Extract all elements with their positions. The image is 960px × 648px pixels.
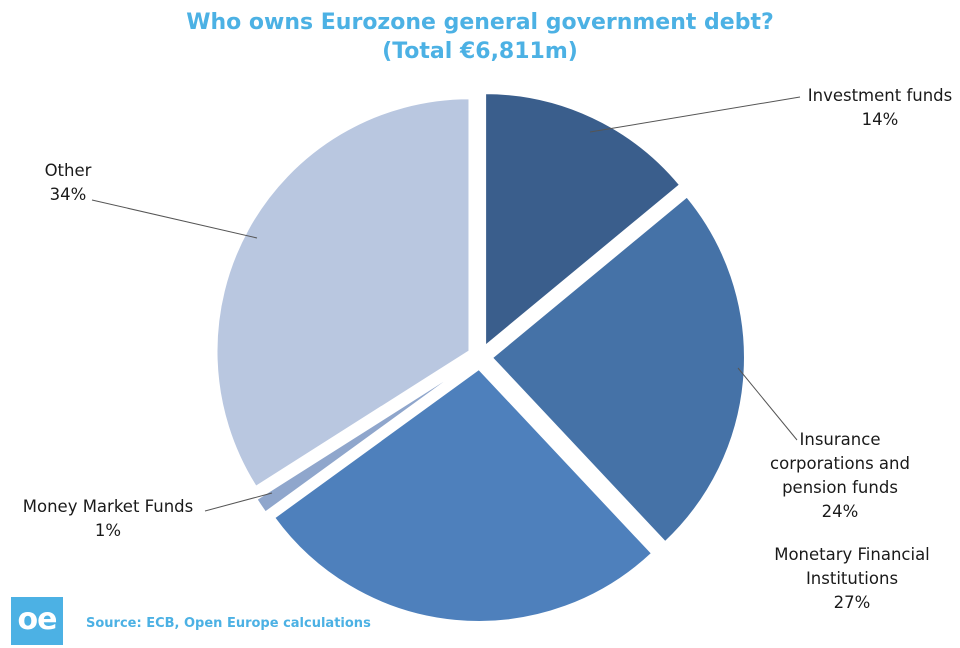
slice-label-insurance-corporations-and-pension-funds: Insurance corporations and pension funds 24… — [770, 430, 910, 521]
slice-label-investment-funds: Investment funds 14% — [808, 86, 953, 129]
pie-slice-money-market-funds — [255, 362, 471, 514]
chart-title-block: Who owns Eurozone general government deb… — [0, 8, 960, 66]
slice-name-line: Other — [45, 161, 92, 180]
leader-line-money-market-funds — [204, 492, 273, 512]
chart-subtitle: (Total €6,811m) — [382, 39, 578, 64]
pie-slice-monetary-financial-institutions — [272, 367, 654, 623]
pie-slice-insurance-corporations-and-pension-funds — [490, 195, 746, 544]
leader-line-insurance-corporations-and-pension-funds — [737, 367, 798, 441]
leader-line-investment-funds — [589, 96, 801, 133]
slice-value-label: 24% — [822, 502, 859, 521]
pie-slice-other — [215, 97, 471, 489]
slice-name-line: Insurance — [800, 430, 881, 449]
slice-name-line: corporations and — [770, 454, 910, 473]
slice-value-label: 34% — [50, 185, 87, 204]
slice-label-money-market-funds: Money Market Funds 1% — [23, 497, 194, 540]
slice-label-monetary-financial-institutions: Monetary Financial Institutions 27% — [774, 545, 930, 612]
slice-name-line: Monetary Financial — [774, 545, 930, 564]
slice-label-other: Other 34% — [45, 161, 92, 204]
slice-name-line: Money Market Funds — [23, 497, 194, 516]
pie-slices — [215, 92, 746, 623]
slice-value-label: 14% — [862, 110, 899, 129]
open-europe-logo: oe — [11, 597, 63, 645]
slice-value-label: 27% — [834, 593, 871, 612]
pie-slice-investment-funds — [484, 92, 682, 349]
leader-line-other — [91, 199, 258, 239]
slice-name-line: Investment funds — [808, 86, 953, 105]
slice-name-line: Institutions — [806, 569, 898, 588]
source-note: Source: ECB, Open Europe calculations — [86, 616, 371, 631]
chart-title: Who owns Eurozone general government deb… — [186, 10, 774, 35]
slice-name-line: pension funds — [782, 478, 898, 497]
slice-value-label: 1% — [95, 521, 121, 540]
pie-labels: Investment funds 14% Insurance corporations… — [23, 86, 953, 612]
